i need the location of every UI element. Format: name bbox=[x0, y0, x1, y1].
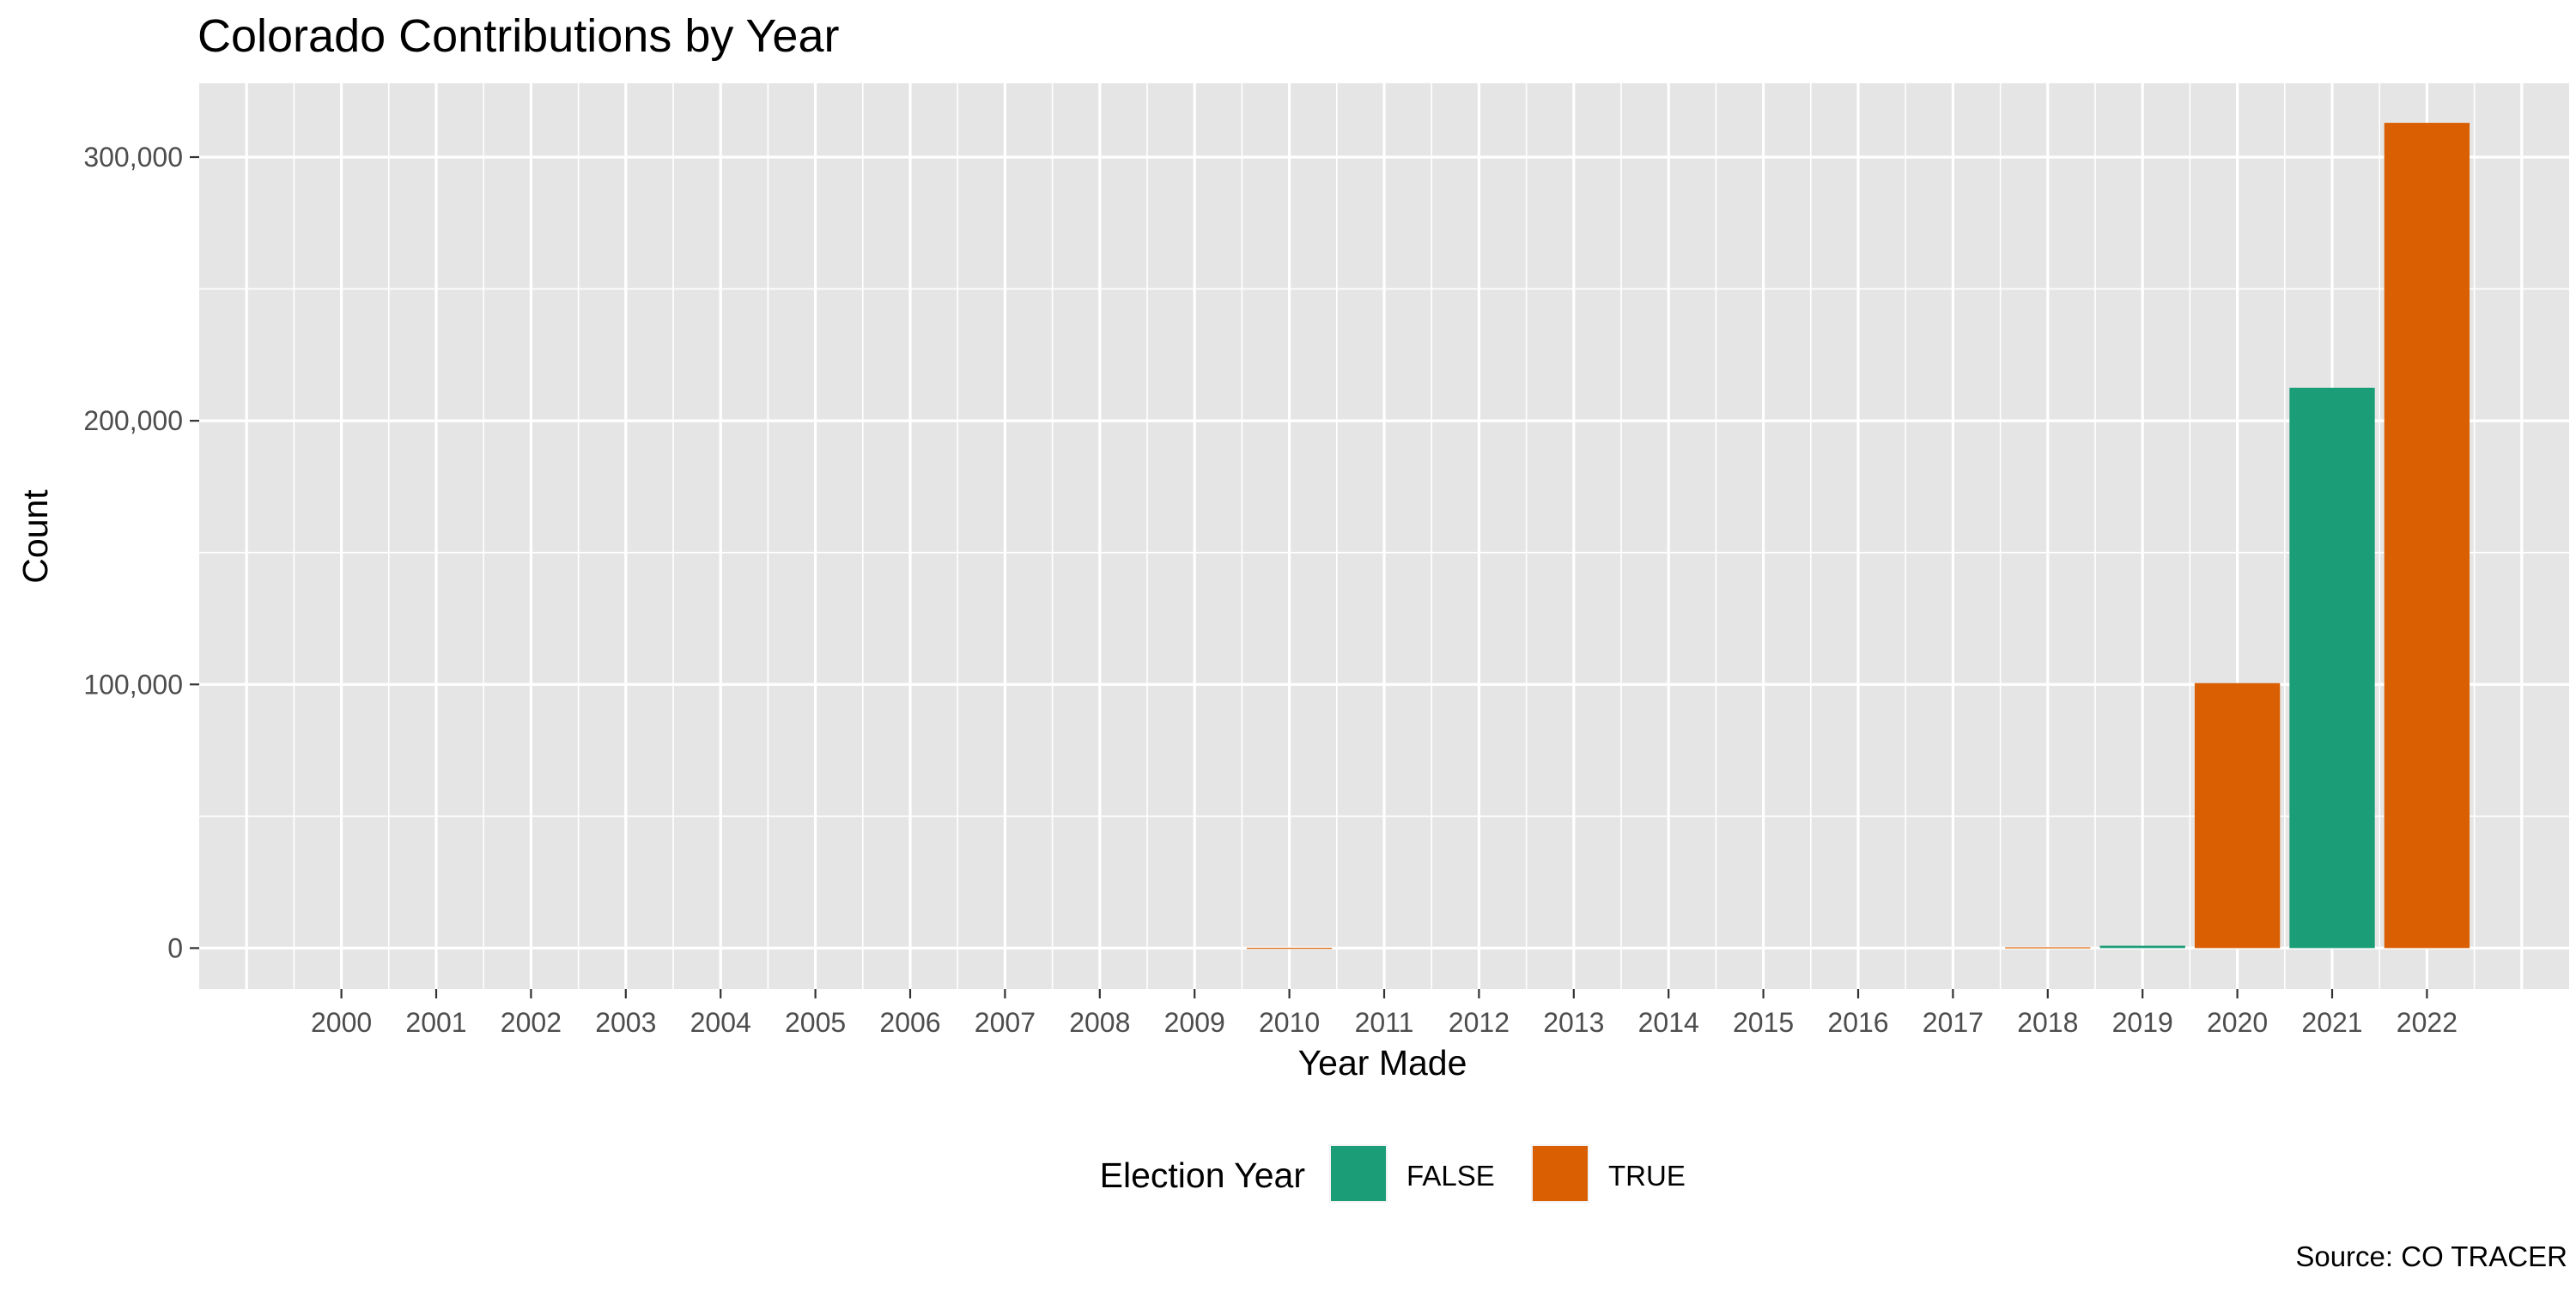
y-tick-label: 200,000 bbox=[83, 405, 183, 436]
x-tick-label: 2001 bbox=[405, 1007, 466, 1038]
legend-key-true bbox=[1533, 1146, 1588, 1201]
y-tick-label: 100,000 bbox=[83, 669, 183, 700]
y-tick-label: 0 bbox=[167, 932, 183, 963]
x-tick-label: 2016 bbox=[1827, 1007, 1888, 1038]
chart-caption: Source: CO TRACER bbox=[2295, 1240, 2567, 1272]
bar-2019 bbox=[2099, 945, 2185, 949]
chart-title: Colorado Contributions by Year bbox=[197, 10, 840, 62]
x-tick-label: 2017 bbox=[1923, 1007, 1984, 1038]
x-axis: 2000 2001 2002 2003 2004 2005 2006 2007 2008 2009… bbox=[311, 989, 2458, 1038]
bar-2020 bbox=[2194, 682, 2281, 949]
y-axis-label: Count bbox=[15, 489, 55, 584]
y-tick-label: 300,000 bbox=[83, 142, 183, 173]
x-tick-label: 2019 bbox=[2112, 1007, 2173, 1038]
x-tick-label: 2008 bbox=[1069, 1007, 1130, 1038]
x-tick-label: 2007 bbox=[975, 1007, 1036, 1038]
legend-label-true: TRUE bbox=[1608, 1160, 1686, 1192]
legend-label-false: FALSE bbox=[1406, 1160, 1495, 1192]
x-tick-label: 2009 bbox=[1164, 1007, 1225, 1038]
y-axis: 0 100,000 200,000 300,000 bbox=[83, 142, 199, 963]
x-tick-label: 2021 bbox=[2301, 1007, 2362, 1038]
bar-2018 bbox=[2005, 947, 2091, 949]
x-tick-label: 2020 bbox=[2207, 1007, 2268, 1038]
x-tick-label: 2018 bbox=[2017, 1007, 2078, 1038]
x-tick-label: 2006 bbox=[879, 1007, 940, 1038]
x-tick-label: 2022 bbox=[2397, 1007, 2458, 1038]
legend-key-false bbox=[1331, 1146, 1386, 1201]
bar-2010 bbox=[1246, 948, 1333, 949]
bar-2022 bbox=[2384, 123, 2470, 949]
x-tick-label: 2015 bbox=[1733, 1007, 1794, 1038]
bar-2021 bbox=[2289, 387, 2375, 949]
x-tick-label: 2011 bbox=[1355, 1007, 1414, 1038]
x-tick-label: 2005 bbox=[785, 1007, 846, 1038]
bars-layer bbox=[1246, 123, 2470, 949]
x-tick-label: 2000 bbox=[311, 1007, 372, 1038]
x-tick-label: 2012 bbox=[1449, 1007, 1510, 1038]
legend: Election Year FALSE TRUE bbox=[1100, 1144, 1686, 1203]
legend-title: Election Year bbox=[1100, 1156, 1305, 1195]
x-tick-label: 2002 bbox=[501, 1007, 562, 1038]
x-axis-label: Year Made bbox=[1298, 1043, 1467, 1083]
x-tick-label: 2013 bbox=[1543, 1007, 1604, 1038]
plot-panel bbox=[199, 83, 2569, 989]
x-tick-label: 2003 bbox=[595, 1007, 656, 1038]
x-tick-label: 2014 bbox=[1638, 1007, 1699, 1038]
x-tick-label: 2004 bbox=[690, 1007, 751, 1038]
x-tick-label: 2010 bbox=[1259, 1007, 1320, 1038]
